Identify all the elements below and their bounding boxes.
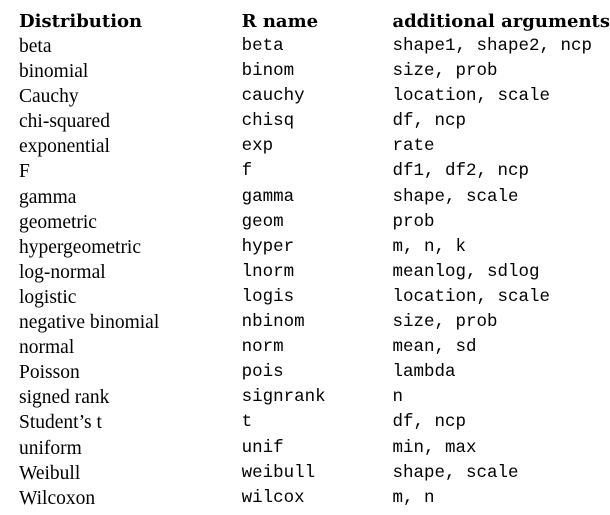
r-function-name: wilcox [241, 487, 305, 508]
additional-arguments: min, max [392, 437, 477, 458]
r-function-name: pois [241, 362, 284, 383]
distribution-name: Cauchy [19, 86, 79, 108]
additional-arguments: shape, scale [392, 462, 519, 483]
table-row: hypergeometric hyper m, n, k [19, 235, 610, 260]
r-function-name: gamma [241, 186, 295, 207]
header-distribution: Distribution [19, 11, 143, 32]
additional-arguments: shape, scale [392, 186, 519, 207]
r-function-name: binom [241, 61, 295, 82]
distribution-name: binomial [19, 61, 89, 83]
table-row: Student’s t t df, ncp [19, 410, 610, 435]
additional-arguments: df, ncp [392, 412, 466, 433]
additional-arguments: lambda [392, 362, 456, 383]
distribution-name: normal [19, 337, 75, 359]
r-function-name: weibull [241, 462, 316, 483]
table-row: Wilcoxon wilcox m, n [19, 486, 610, 511]
distribution-name: uniform [19, 437, 82, 459]
table-row: Poisson pois lambda [19, 360, 610, 385]
additional-arguments: meanlog, sdlog [392, 261, 540, 282]
table-row: binomial binom size, prob [19, 59, 610, 84]
distribution-name: Wilcoxon [19, 487, 96, 509]
distribution-name: hypergeometric [19, 236, 142, 258]
r-function-name: beta [241, 36, 284, 56]
distribution-name: exponential [19, 136, 110, 158]
table-row: uniform unif min, max [19, 436, 610, 461]
distribution-name: Student’s t [19, 412, 102, 434]
additional-arguments: size, prob [392, 61, 498, 82]
r-function-name: geom [241, 211, 284, 232]
header-r-name: R name [241, 11, 319, 32]
additional-arguments: m, n [392, 487, 435, 508]
r-function-name: logis [241, 286, 295, 307]
r-function-name: norm [241, 337, 284, 358]
distribution-name: geometric [19, 211, 97, 233]
distribution-name: negative binomial [19, 312, 160, 334]
additional-arguments: m, n, k [392, 236, 466, 257]
table-row: exponential exp rate [19, 134, 610, 159]
distribution-name: logistic [19, 286, 77, 308]
distribution-name: log-normal [19, 261, 106, 283]
table-row: chi-squared chisq df, ncp [19, 109, 610, 134]
r-function-name: t [241, 412, 253, 433]
distribution-name: gamma [19, 186, 77, 208]
r-function-name: chisq [241, 111, 295, 132]
table-row: Weibull weibull shape, scale [19, 461, 610, 486]
additional-arguments: prob [392, 211, 435, 232]
additional-arguments: df, ncp [392, 111, 466, 132]
additional-arguments: location, scale [392, 286, 550, 307]
r-function-name: unif [241, 437, 284, 458]
distribution-table: Distribution R name additional arguments… [19, 10, 610, 511]
header-additional-arguments: additional arguments [392, 11, 610, 32]
table-row: beta beta shape1, shape2, ncp [19, 34, 610, 59]
table-row: normal norm mean, sd [19, 335, 610, 360]
table-row: log-normal lnorm meanlog, sdlog [19, 260, 610, 285]
distribution-name: beta [19, 36, 52, 57]
distribution-name: F [19, 161, 30, 183]
additional-arguments: mean, sd [392, 337, 477, 358]
r-function-name: lnorm [241, 261, 295, 282]
r-function-name: exp [241, 136, 274, 157]
additional-arguments: location, scale [392, 86, 550, 107]
additional-arguments: n [392, 387, 403, 408]
distribution-name: signed rank [19, 387, 110, 409]
table-header-row: Distribution R name additional arguments [19, 10, 610, 34]
table-row: negative binomial nbinom size, prob [19, 310, 610, 335]
table-row: Cauchy cauchy location, scale [19, 84, 610, 109]
additional-arguments: df1, df2, ncp [392, 161, 529, 182]
table-row: gamma gamma shape, scale [19, 185, 610, 210]
table-body: beta beta shape1, shape2, ncp binomial binom… [19, 34, 610, 511]
additional-arguments: shape1, shape2, ncp [392, 36, 592, 56]
table-row: logistic logis location, scale [19, 285, 610, 310]
r-function-name: f [241, 161, 253, 182]
r-function-name: nbinom [241, 312, 305, 333]
table-row: signed rank signrank n [19, 385, 610, 410]
additional-arguments: size, prob [392, 312, 498, 333]
distribution-name: Poisson [19, 362, 80, 384]
additional-arguments: rate [392, 136, 435, 157]
r-function-name: signrank [241, 387, 326, 408]
r-function-name: hyper [241, 236, 295, 257]
r-function-name: cauchy [241, 86, 305, 107]
distribution-name: chi-squared [19, 111, 110, 133]
table-row: geometric geom prob [19, 210, 610, 235]
distribution-name: Weibull [19, 462, 81, 484]
